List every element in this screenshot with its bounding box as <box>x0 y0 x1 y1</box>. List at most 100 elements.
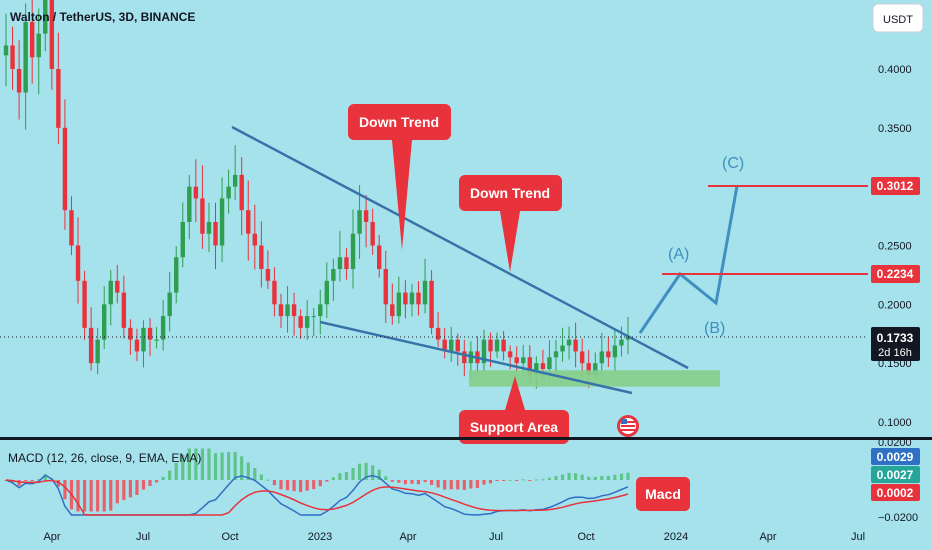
candle-body <box>298 316 303 328</box>
candle-body <box>553 351 559 358</box>
macd-hist-bar <box>109 480 113 511</box>
macd-hist-bar <box>443 480 447 490</box>
macd-signal-value: 0.0002 <box>877 486 914 500</box>
macd-hist-bar <box>560 474 565 480</box>
price-tick-4: 0.2000 <box>878 299 912 311</box>
candle-body <box>547 357 552 370</box>
candle-body <box>311 316 316 318</box>
macd-hist-bar <box>279 480 283 490</box>
macd-hist-bar <box>115 480 119 504</box>
macd-hist-value: 0.0029 <box>877 450 914 464</box>
down-trend-text-2: Down Trend <box>470 185 550 201</box>
macd-hist-bar <box>318 480 322 487</box>
candle-body <box>213 221 218 246</box>
macd-hist-bar <box>168 470 172 480</box>
candle-body <box>318 304 323 317</box>
time-axis[interactable] <box>0 522 932 550</box>
candle-body <box>3 45 9 56</box>
candle-body <box>102 304 107 340</box>
candle-body <box>134 339 140 352</box>
candle-body <box>534 363 539 375</box>
candle-body <box>259 245 264 270</box>
wave-a-label: (A) <box>668 246 689 263</box>
macd-hist-bar <box>82 480 87 512</box>
time-tick-6: Oct <box>577 531 594 543</box>
candle-body <box>619 339 624 346</box>
macd-hist-bar <box>619 473 624 480</box>
candle-body <box>383 269 388 305</box>
macd-hist-bar <box>587 476 591 480</box>
macd-hist-bar <box>312 480 316 490</box>
macd-hist-bar <box>122 480 126 501</box>
macd-axis-top: 0.0200 <box>878 437 912 449</box>
candle-body <box>43 0 48 34</box>
descending-trendline-upper[interactable] <box>231 125 689 370</box>
macd-hist-bar <box>423 480 427 483</box>
candle-body <box>174 257 179 293</box>
candle-body <box>187 186 192 222</box>
macd-hist-bar <box>626 472 630 480</box>
last-price-badge: 0.1733 2d 16h <box>871 327 920 361</box>
macd-hist-bar <box>488 480 493 484</box>
down-trend-callout-1: Down Trend <box>348 104 451 250</box>
candle-body <box>363 210 369 222</box>
candle-body <box>357 210 362 234</box>
level-badge-c: 0.3012 <box>871 177 920 195</box>
time-tick-0: Apr <box>43 531 60 543</box>
down-trend-callout-2: Down Trend <box>459 175 562 272</box>
descending-trendline-lower[interactable] <box>319 320 633 395</box>
macd-hist-bar <box>43 474 47 480</box>
macd-value-badge: 0.0027 <box>871 466 920 483</box>
macd-hist-bar <box>128 480 132 498</box>
candle-body <box>606 351 611 358</box>
candle-body <box>95 339 100 364</box>
time-tick-4: Apr <box>399 531 416 543</box>
candle-body <box>246 210 251 234</box>
macd-hist-bar <box>449 480 453 490</box>
candle-body <box>390 304 395 317</box>
wave-c-label: (C) <box>722 155 744 172</box>
candle-body <box>481 339 487 364</box>
candle-body <box>167 292 172 317</box>
time-tick-8: Apr <box>759 531 776 543</box>
candle-body <box>501 339 506 352</box>
level-badge-c-text: 0.3012 <box>877 179 914 193</box>
macd-hist-bar <box>364 462 368 480</box>
pane-separator[interactable] <box>0 437 932 440</box>
candle-body <box>16 69 22 93</box>
candle-body <box>252 233 257 246</box>
macd-hist-bar <box>213 453 218 480</box>
candle-body <box>304 316 310 328</box>
candle-body <box>331 269 336 281</box>
macd-hist-bar <box>495 480 499 481</box>
last-price-value: 0.1733 <box>877 331 914 345</box>
price-axis[interactable] <box>868 0 932 438</box>
macd-hist-bar <box>227 452 231 480</box>
macd-hist-bar <box>593 476 597 480</box>
candle-body <box>527 357 532 375</box>
candle-body <box>377 245 382 270</box>
candle-body <box>200 198 205 234</box>
macd-hist-bar <box>377 469 381 480</box>
candle-body <box>285 304 290 317</box>
macd-hist-bar <box>259 474 263 480</box>
candle-body <box>494 339 500 352</box>
usdt-button[interactable]: USDT <box>872 3 924 33</box>
macd-hist-bar <box>207 448 211 480</box>
candle-body <box>272 280 277 305</box>
candle-body <box>324 280 330 305</box>
elliott-wave-path[interactable] <box>638 185 739 334</box>
macd-axis-bottom: −0.0200 <box>878 512 918 524</box>
macd-callout-text: Macd <box>645 486 681 502</box>
macd-hist-bar <box>56 480 60 487</box>
macd-hist-bar <box>600 475 604 480</box>
candle-body <box>462 351 467 364</box>
us-flag-icon[interactable] <box>617 415 639 437</box>
macd-hist-bar <box>174 462 178 480</box>
chart-title: Walton / TetherUS, 3D, BINANCE <box>10 10 195 24</box>
candle-body <box>147 327 153 340</box>
signal-line <box>5 479 629 516</box>
candle-body <box>206 221 212 234</box>
macd-hist-bar <box>534 479 538 481</box>
candle-body <box>566 339 572 346</box>
